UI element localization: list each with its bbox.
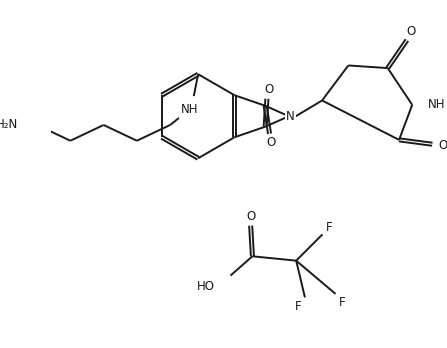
Text: O: O <box>264 84 273 96</box>
Text: O: O <box>407 25 416 38</box>
Text: NH: NH <box>428 98 446 111</box>
Text: HO: HO <box>197 280 215 293</box>
Text: O: O <box>246 209 255 222</box>
Text: N: N <box>286 110 295 123</box>
Text: H₂N: H₂N <box>0 118 18 132</box>
Text: NH: NH <box>181 103 198 116</box>
Text: O: O <box>438 140 447 152</box>
Text: F: F <box>295 300 301 313</box>
Text: F: F <box>339 296 346 309</box>
Text: F: F <box>326 221 333 234</box>
Text: O: O <box>267 136 276 149</box>
